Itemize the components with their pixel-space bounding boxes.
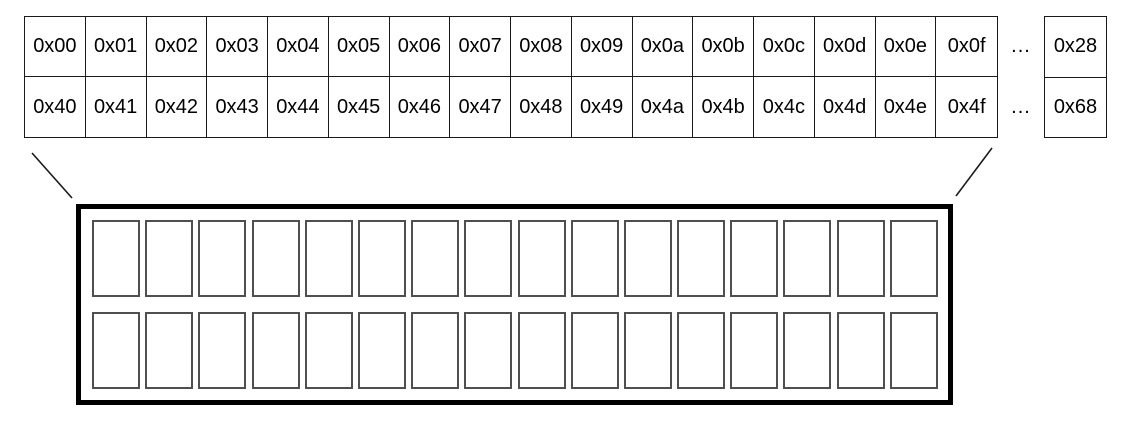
- address-cell: 0x0b: [693, 17, 754, 77]
- memory-cell: [92, 312, 140, 389]
- address-cell: 0x4b: [693, 77, 754, 137]
- address-cell: 0x0a: [632, 17, 694, 77]
- address-cell: 0x0d: [814, 17, 876, 77]
- memory-cell: [889, 312, 938, 389]
- memory-cell: [517, 312, 566, 389]
- address-cell: 0x41: [86, 77, 147, 137]
- memory-cell: [464, 220, 513, 297]
- ellipsis: ...: [1011, 96, 1031, 118]
- memory-cell: [889, 220, 938, 297]
- memory-cell: [357, 220, 406, 297]
- address-cell: 0x45: [329, 77, 390, 137]
- address-cell: 0x03: [207, 17, 268, 77]
- address-cell: 0x0e: [875, 17, 937, 77]
- ellipsis-column: ... ...: [998, 16, 1044, 138]
- memory-cell: [730, 312, 779, 389]
- address-cell: 0x4d: [815, 77, 876, 137]
- left-connector-line: [31, 152, 73, 199]
- address-cell: 0x44: [268, 77, 329, 137]
- address-cell: 0x49: [572, 77, 633, 137]
- memory-cell: [145, 312, 194, 389]
- memory-cell: [464, 312, 513, 389]
- address-cell: 0x07: [450, 17, 511, 77]
- memory-cell: [357, 312, 406, 389]
- ellipsis: ...: [1011, 35, 1031, 57]
- memory-cell: [730, 220, 779, 297]
- address-cell: 0x48: [511, 77, 572, 137]
- address-cell: 0x4e: [876, 77, 937, 137]
- memory-cell: [304, 220, 353, 297]
- address-cell: 0x28: [1045, 17, 1106, 78]
- memory-cell: [570, 220, 619, 297]
- memory-row: [92, 220, 938, 297]
- memory-cell: [836, 312, 885, 389]
- address-cell: 0x4a: [633, 77, 694, 137]
- memory-cell: [411, 312, 460, 389]
- memory-cell: [783, 312, 832, 389]
- address-cell: 0x04: [268, 17, 329, 77]
- memory-cell: [783, 220, 832, 297]
- address-cell: 0x42: [147, 77, 208, 137]
- memory-cell: [304, 312, 353, 389]
- address-cell: 0x06: [389, 17, 451, 77]
- memory-cell: [411, 220, 460, 297]
- address-cell: 0x05: [328, 17, 390, 77]
- address-cell: 0x4c: [754, 77, 815, 137]
- memory-cell: [570, 312, 619, 389]
- address-cell: 0x01: [85, 17, 147, 77]
- address-table: 0x00 0x01 0x02 0x03 0x04 0x05 0x06 0x07 …: [24, 16, 998, 138]
- memory-cell: [251, 220, 300, 297]
- memory-cell: [836, 220, 885, 297]
- address-cell: 0x09: [571, 17, 633, 77]
- memory-cell: [198, 220, 247, 297]
- memory-cell: [677, 312, 726, 389]
- address-cell: 0x46: [390, 77, 451, 137]
- trailing-address-column: 0x28 0x68: [1044, 16, 1107, 138]
- address-cell: 0x00: [25, 17, 86, 77]
- memory-box: [76, 204, 953, 405]
- right-connector-line: [955, 147, 993, 197]
- address-cell: 0x47: [450, 77, 511, 137]
- address-cell: 0x4f: [947, 95, 986, 118]
- memory-cell: [517, 220, 566, 297]
- memory-cell: [92, 220, 140, 297]
- memory-cell: [623, 220, 672, 297]
- address-cell: 0x68: [1053, 95, 1098, 118]
- memory-cell: [145, 220, 194, 297]
- memory-row: [92, 312, 938, 389]
- address-cell: 0x40: [25, 77, 86, 137]
- address-cell: 0x02: [146, 17, 208, 77]
- address-cell: 0x0f: [936, 17, 997, 77]
- memory-cell: [251, 312, 300, 389]
- memory-cell: [198, 312, 247, 389]
- memory-cell: [623, 312, 672, 389]
- address-cell: 0x08: [511, 17, 572, 77]
- address-cell: 0x43: [207, 77, 268, 137]
- memory-cell: [677, 220, 726, 297]
- address-cell: 0x0c: [754, 17, 815, 77]
